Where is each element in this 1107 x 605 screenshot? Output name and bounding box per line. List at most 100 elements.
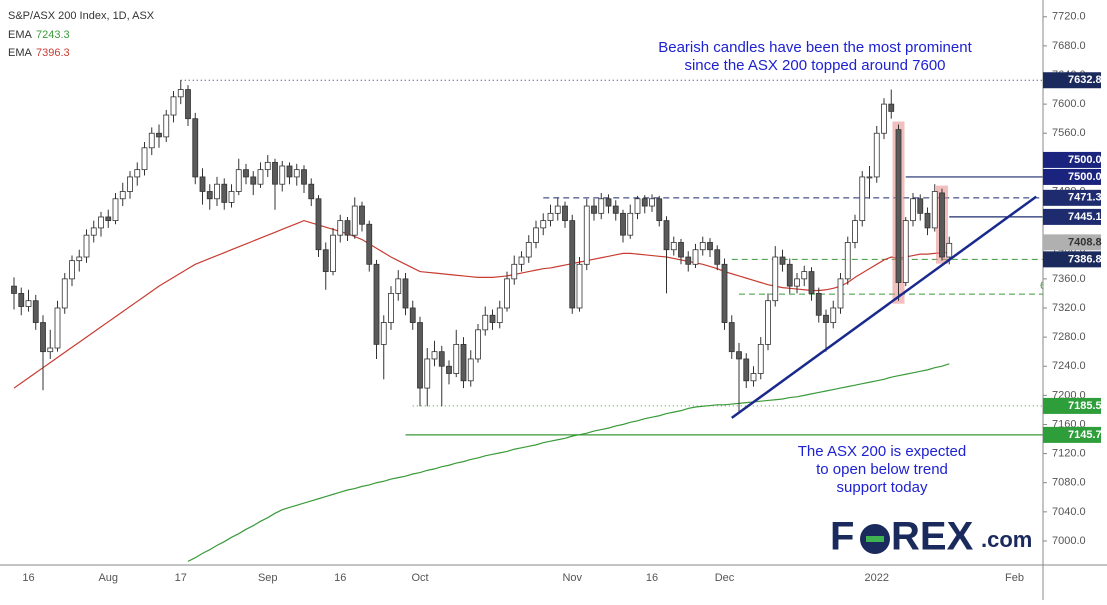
candle-body (888, 103, 895, 112)
candle-body (743, 358, 750, 382)
y-tick-label: 7360.0 (1052, 273, 1086, 285)
candle-body (808, 271, 815, 294)
candle-body (446, 365, 452, 374)
x-tick-label: 16 (22, 572, 34, 584)
candle-body (562, 205, 568, 222)
candle-body (910, 198, 916, 222)
candle-body (453, 343, 460, 374)
x-tick-label: Aug (98, 572, 118, 584)
candle-body (105, 216, 112, 222)
price-badge (1043, 208, 1101, 225)
y-tick-label: 7120.0 (1052, 448, 1086, 460)
candle-body (308, 183, 315, 200)
price-badge (1043, 234, 1101, 251)
ema-line (187, 363, 950, 562)
candle-body (322, 249, 329, 272)
price-badge-label: 7471.3 (1068, 192, 1102, 204)
price-badge (1043, 168, 1101, 185)
candle-body (402, 278, 409, 309)
candle-body (728, 322, 735, 353)
candle-body (540, 220, 547, 229)
candle-body (844, 242, 851, 280)
candle-body (344, 220, 351, 236)
logo-text: .com (981, 527, 1032, 552)
price-badge (1043, 397, 1101, 414)
annotation: Bearish candles have been the most promi… (658, 39, 972, 496)
candle-body (873, 132, 880, 178)
candle-body (794, 278, 800, 287)
candle-body (25, 300, 32, 307)
candle-body (663, 220, 670, 251)
candle-body (815, 293, 822, 316)
candle-body (598, 198, 605, 214)
candle-body (438, 351, 445, 367)
candle-body (656, 198, 663, 222)
candle-body (707, 242, 713, 251)
price-badge (1043, 72, 1101, 89)
price-badge-label: 7145.7 (1068, 429, 1102, 441)
annotation-line: to open below trend (816, 461, 948, 478)
candle-body (699, 242, 706, 251)
candle-body (18, 293, 25, 307)
candle-body (380, 322, 387, 345)
annotation-line: support today (837, 479, 928, 496)
price-badge-label: 7632.8 (1068, 74, 1102, 86)
candle-body (199, 176, 206, 192)
candle-body (504, 278, 510, 309)
candle-body (221, 183, 228, 203)
candle-body (11, 285, 17, 294)
candle-body (388, 293, 394, 323)
price-badge-label: 7408.8 (1068, 236, 1102, 248)
trendline (731, 195, 1037, 419)
candle-body (90, 227, 97, 236)
candle-body (518, 256, 525, 265)
y-tick-label: 7720.0 (1052, 11, 1086, 23)
candle-body (859, 176, 866, 222)
candle-body (76, 256, 83, 262)
candle-body (156, 132, 162, 138)
plot-area: 6 (11, 79, 1043, 562)
logo-text: REX (891, 515, 974, 559)
legend-value: 7243.3 (36, 29, 70, 41)
x-tick-label: Sep (258, 572, 278, 584)
price-badge (1043, 189, 1101, 206)
candle-body (293, 169, 300, 178)
candle-body (112, 198, 119, 222)
price-badge-label: 7445.1 (1068, 211, 1102, 223)
candle-body (830, 307, 837, 323)
x-tick-label: Dec (715, 572, 735, 584)
candle-body (583, 205, 590, 265)
candle-body (678, 242, 684, 258)
candle-body (228, 191, 235, 203)
price-badge-label: 7500.0 (1068, 171, 1102, 183)
candle-body (177, 89, 184, 98)
y-tick-label: 7080.0 (1052, 477, 1086, 489)
candle-body (170, 96, 177, 116)
candle-body (757, 343, 764, 374)
candle-body (467, 358, 474, 382)
candle-body (489, 314, 496, 323)
x-tick-label: 17 (175, 572, 187, 584)
price-badge-label: 7500.0 (1068, 154, 1102, 166)
candle-body (917, 198, 924, 214)
candle-body (243, 169, 249, 178)
candle-body (765, 300, 771, 345)
candle-body (409, 307, 416, 323)
candle-body (547, 212, 554, 222)
candle-body (837, 278, 844, 309)
candle-body (895, 129, 902, 283)
candle-body (576, 263, 583, 309)
price-badge-label: 7386.8 (1068, 253, 1102, 265)
candle-body (692, 249, 699, 265)
candle-body (627, 212, 634, 236)
candle-body (32, 300, 39, 323)
candle-body (69, 260, 75, 280)
candle-body (127, 176, 133, 192)
candle-body (460, 343, 467, 382)
y-tick-label: 7280.0 (1052, 331, 1086, 343)
candle-body (163, 114, 170, 138)
legend-value: 7396.3 (36, 47, 70, 59)
x-tick-label: 2022 (865, 572, 889, 584)
